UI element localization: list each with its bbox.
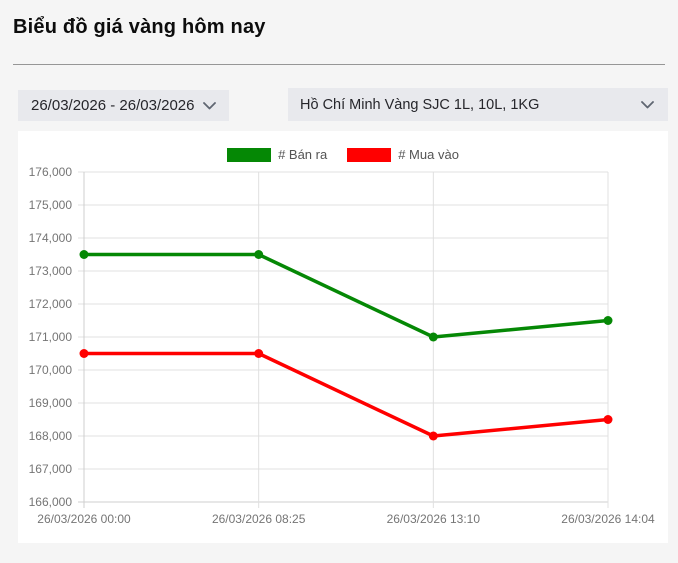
svg-text:26/03/2026 08:25: 26/03/2026 08:25 — [212, 512, 306, 526]
chevron-down-icon — [203, 101, 217, 110]
date-range-selector[interactable]: 26/03/2026 - 26/03/2026 — [18, 90, 230, 121]
page-title: Biểu đồ giá vàng hôm nay — [13, 16, 266, 38]
legend-label-buy: # Mua vào — [398, 147, 459, 162]
title-divider — [13, 64, 665, 65]
chevron-down-icon — [641, 100, 654, 109]
legend-item-ban-ra[interactable]: # Bán ra — [227, 147, 327, 162]
svg-text:169,000: 169,000 — [29, 396, 73, 410]
chart-legend: # Bán ra # Mua vào — [18, 147, 668, 162]
price-line-chart: 176,000 175,000 174,000 173,000 172,000 171,0… — [29, 165, 655, 526]
series-select-value: Hồ Chí Minh Vàng SJC 1L, 10L, 1KG — [300, 96, 540, 113]
svg-text:26/03/2026 13:10: 26/03/2026 13:10 — [387, 512, 481, 526]
svg-text:166,000: 166,000 — [29, 495, 73, 509]
svg-text:172,000: 172,000 — [29, 297, 73, 311]
legend-swatch-sell — [227, 147, 272, 162]
svg-text:176,000: 176,000 — [29, 165, 73, 179]
chart-panel: # Bán ra # Mua vào 176,000 175,000 174,000… — [18, 131, 668, 543]
svg-text:173,000: 173,000 — [29, 264, 73, 278]
svg-text:175,000: 175,000 — [29, 198, 73, 212]
svg-text:170,000: 170,000 — [29, 363, 73, 377]
svg-text:174,000: 174,000 — [29, 231, 73, 245]
svg-text:26/03/2026 14:04: 26/03/2026 14:04 — [561, 512, 655, 526]
legend-label-sell: # Bán ra — [278, 147, 328, 162]
svg-text:171,000: 171,000 — [29, 330, 73, 344]
series-select[interactable]: Hồ Chí Minh Vàng SJC 1L, 10L, 1KG — [288, 88, 668, 121]
svg-text:168,000: 168,000 — [29, 429, 73, 443]
legend-item-mua-vao[interactable]: # Mua vào — [347, 147, 459, 162]
svg-text:167,000: 167,000 — [29, 462, 73, 476]
svg-text:26/03/2026 00:00: 26/03/2026 00:00 — [37, 512, 131, 526]
legend-swatch-buy — [347, 147, 392, 162]
date-range-label: 26/03/2026 - 26/03/2026 — [31, 97, 195, 114]
